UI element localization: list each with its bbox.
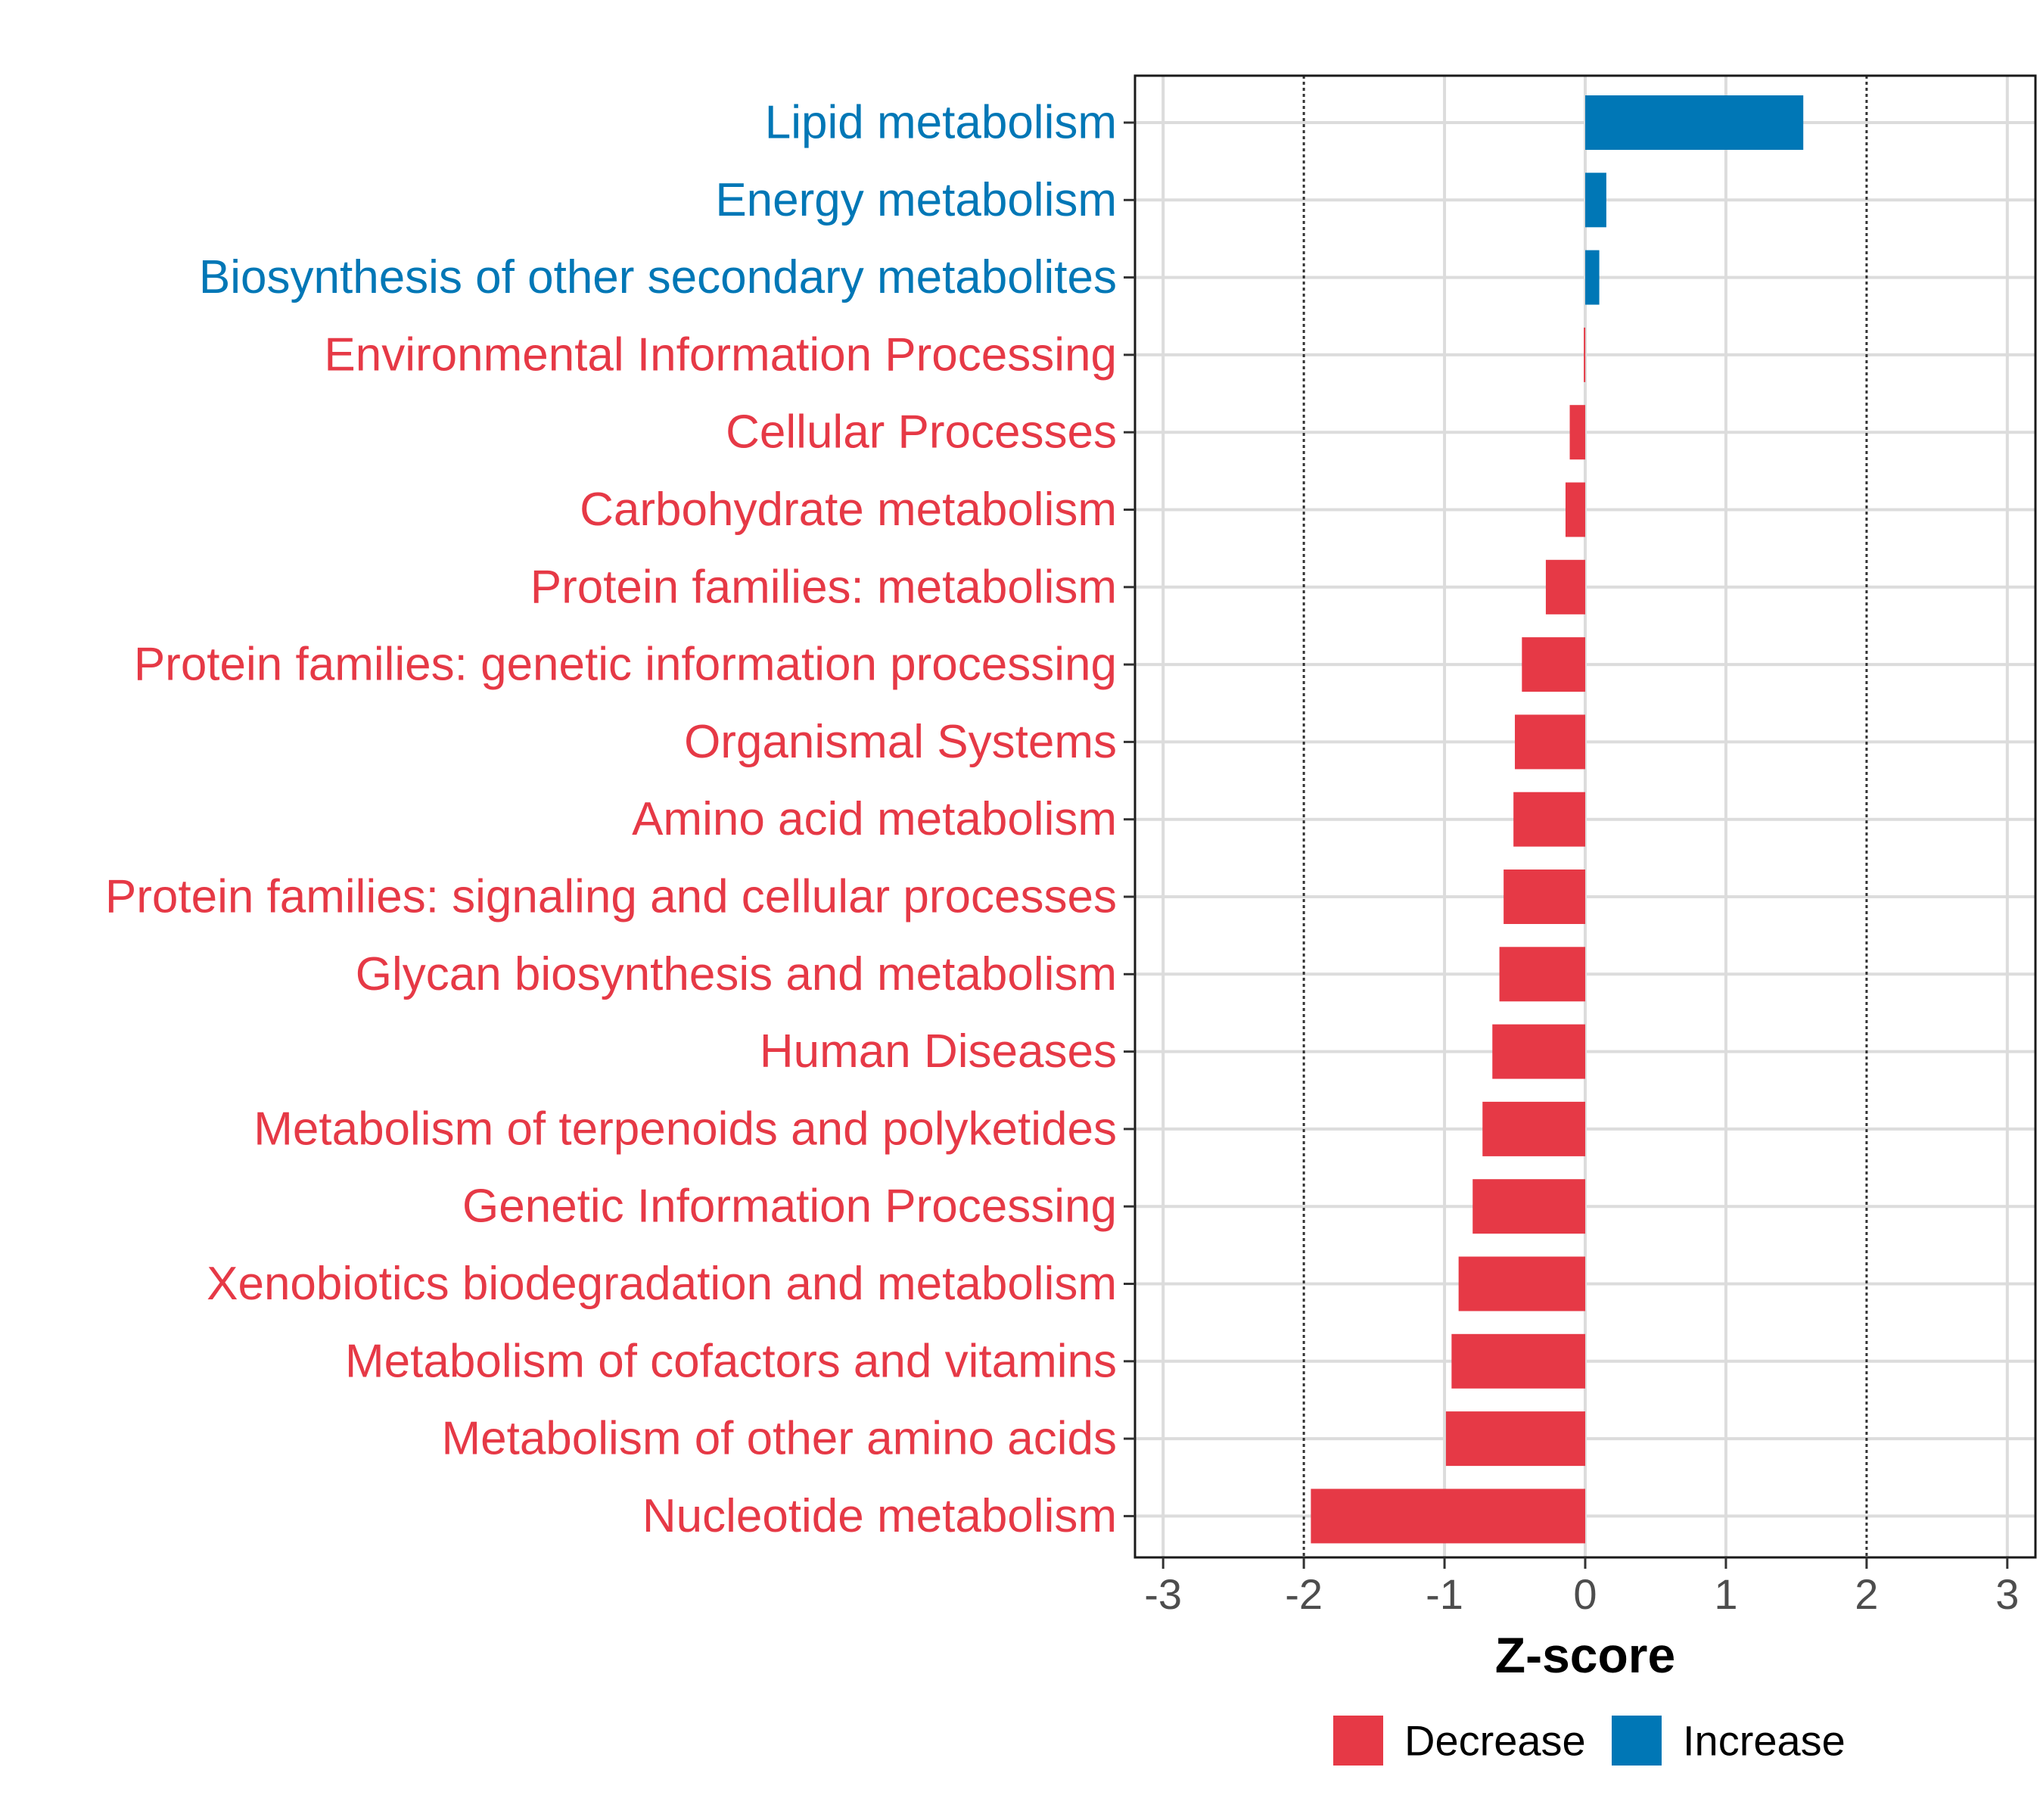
bar: [1585, 95, 1804, 150]
bar: [1515, 714, 1585, 770]
reference-lines: [1302, 76, 1868, 1557]
y-tick-label: Protein families: signaling and cellular…: [105, 871, 1117, 923]
legend-label: Decrease: [1404, 1717, 1586, 1765]
x-tick-label: 1: [1714, 1570, 1737, 1618]
y-tick-label: Metabolism of other amino acids: [441, 1413, 1117, 1465]
x-axis-ticks: -3 -2 -1 0 1 2 3: [1144, 1557, 2019, 1618]
legend-label: Increase: [1683, 1717, 1846, 1765]
bar: [1585, 250, 1600, 305]
bar: [1458, 1256, 1585, 1311]
legend-swatch: [1612, 1716, 1662, 1766]
x-tick-label: 2: [1855, 1570, 1878, 1618]
bar: [1513, 792, 1585, 847]
bar: [1499, 947, 1585, 1002]
y-tick-label: Xenobiotics biodegradation and metabolis…: [207, 1258, 1117, 1310]
y-tick-label: Lipid metabolism: [765, 97, 1117, 149]
bar: [1445, 1411, 1585, 1467]
y-tick-label: Metabolism of cofactors and vitamins: [345, 1335, 1117, 1387]
y-tick-label: Protein families: metabolism: [530, 561, 1117, 613]
x-axis-title: Z-score: [1495, 1627, 1675, 1683]
bar: [1503, 870, 1585, 924]
y-tick-label: Carbohydrate metabolism: [580, 484, 1117, 536]
bar: [1522, 637, 1585, 692]
y-axis-ticks: [1124, 121, 1135, 1517]
y-tick-label: Metabolism of terpenoids and polyketides: [253, 1103, 1117, 1155]
y-tick-label: Energy metabolism: [715, 174, 1117, 226]
bar: [1569, 405, 1585, 460]
y-axis-labels: Lipid metabolism Energy metabolism Biosynt…: [105, 97, 1117, 1542]
y-tick-label: Glycan biosynthesis and metabolism: [356, 948, 1117, 1000]
y-tick-label: Environmental Information Processing: [324, 328, 1117, 381]
bar: [1585, 173, 1606, 228]
y-tick-label: Cellular Processes: [726, 406, 1117, 459]
x-tick-label: -3: [1144, 1570, 1182, 1618]
legend: Decrease Increase: [1333, 1716, 1846, 1766]
x-tick-label: -2: [1285, 1570, 1323, 1618]
bar: [1545, 559, 1585, 614]
y-tick-label: Genetic Information Processing: [462, 1181, 1117, 1233]
bar: [1451, 1333, 1585, 1389]
bar: [1482, 1101, 1585, 1156]
y-tick-label: Human Diseases: [760, 1025, 1117, 1078]
bar: [1311, 1489, 1585, 1544]
legend-item: Increase: [1612, 1716, 1846, 1766]
legend-item: Decrease: [1333, 1716, 1586, 1766]
x-tick-label: 0: [1573, 1570, 1597, 1618]
bar: [1565, 482, 1585, 537]
x-tick-label: 3: [1995, 1570, 2019, 1618]
legend-swatch: [1333, 1716, 1383, 1766]
y-tick-label: Nucleotide metabolism: [642, 1490, 1117, 1542]
y-tick-label: Amino acid metabolism: [632, 793, 1117, 845]
y-tick-label: Organismal Systems: [684, 716, 1117, 768]
x-tick-label: -1: [1426, 1570, 1463, 1618]
bar: [1492, 1024, 1585, 1079]
bars: [1311, 95, 1804, 1544]
bar: [1472, 1179, 1585, 1234]
y-tick-label: Protein families: genetic information pr…: [134, 639, 1117, 691]
y-tick-label: Biosynthesis of other secondary metaboli…: [199, 251, 1117, 303]
bar: [1584, 327, 1586, 382]
